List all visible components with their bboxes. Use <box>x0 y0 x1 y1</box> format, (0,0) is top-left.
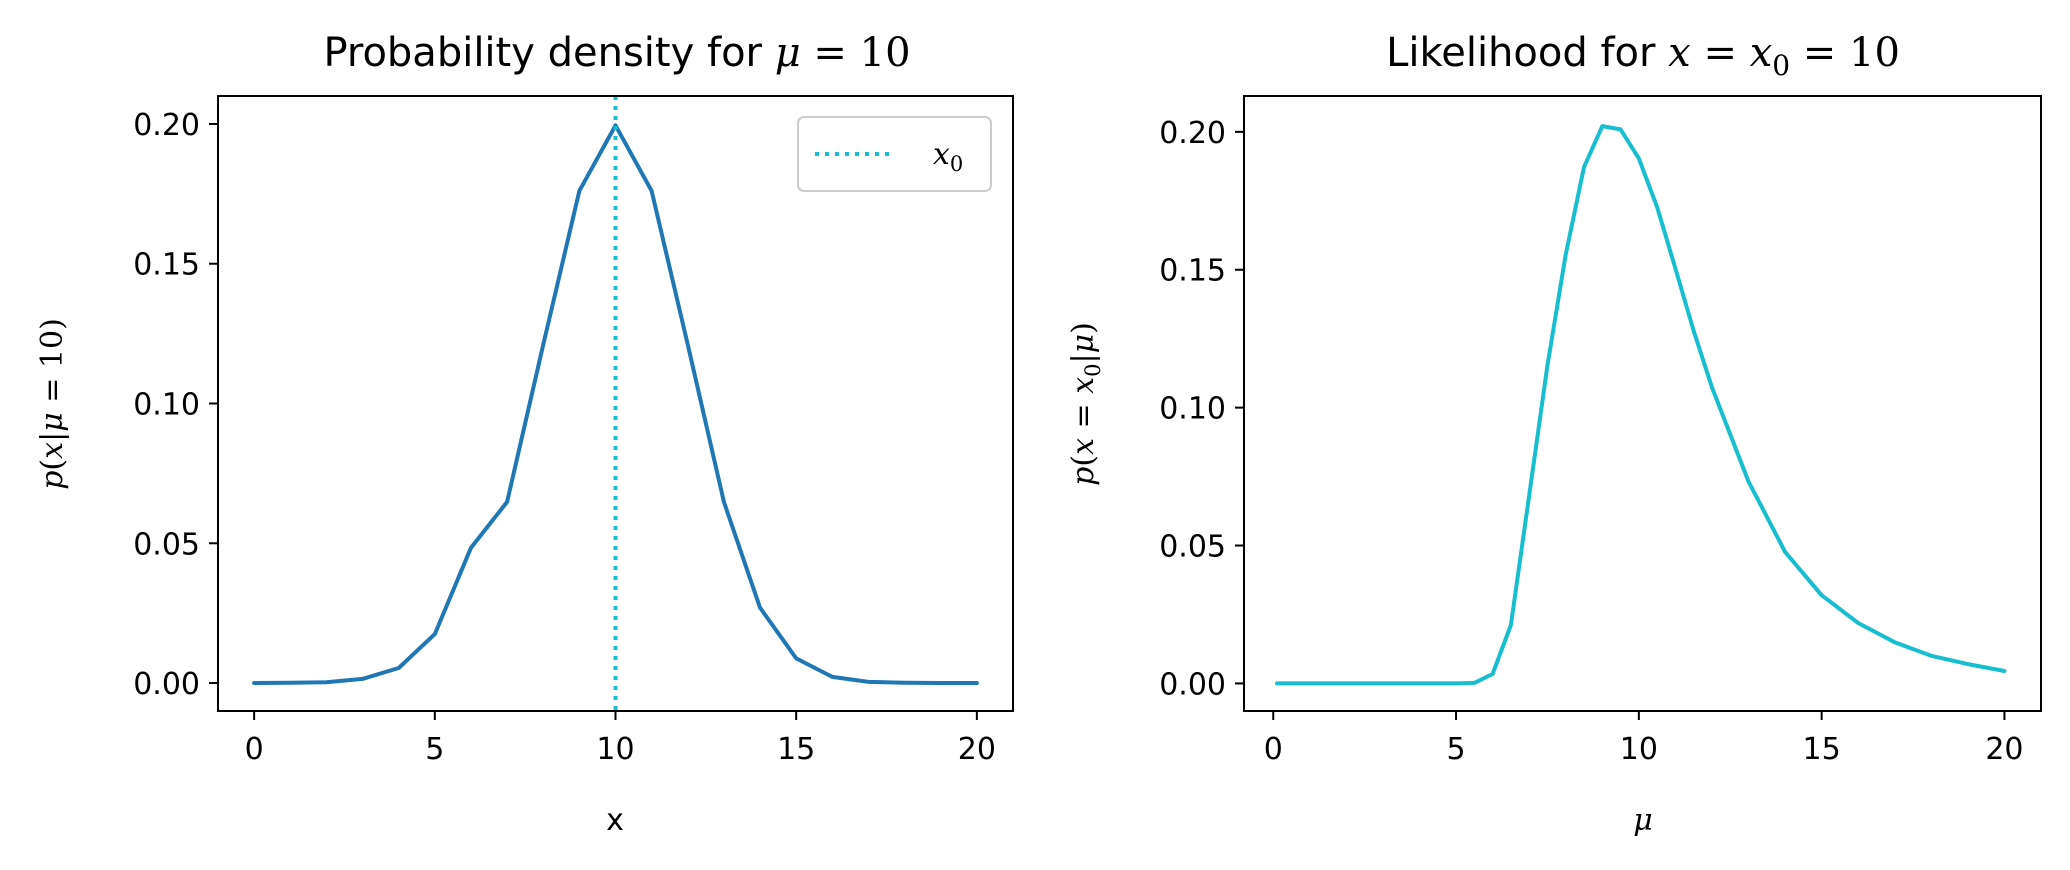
density-plot-legend: x0 <box>797 116 992 192</box>
likelihood-plot-frame <box>1243 95 2042 712</box>
likelihood-plot-title: Likelihood for x = x0 = 10 <box>1386 30 1900 82</box>
density-y-tick-label: 0.05 <box>133 527 200 562</box>
density-plot-marks <box>252 96 979 711</box>
likelihood-plot: Likelihood for x = x0 = 10 0 5 10 15 20 0.00… <box>1066 30 2042 838</box>
density-y-tick-label: 0.00 <box>133 667 200 702</box>
density-plot-x-axis-title: x <box>606 803 624 838</box>
likelihood-plot-y-axis-title: p(x = x0|μ) <box>1066 322 1105 486</box>
likelihood-plot-y-ticks: 0.00 0.05 0.10 0.15 0.20 <box>1159 116 1244 702</box>
likelihood-y-tick-label: 0.05 <box>1159 530 1226 565</box>
density-x-tick-label: 20 <box>958 732 996 767</box>
likelihood-x-tick-label: 0 <box>1264 732 1283 767</box>
density-plot: Probability density for μ = 10 0 5 10 15 20 … <box>35 30 1014 838</box>
density-plot-y-axis-title: p(x|μ = 10) <box>35 318 70 490</box>
density-x-tick-label: 10 <box>596 732 634 767</box>
density-x-tick-label: 15 <box>777 732 815 767</box>
likelihood-series-line <box>1274 124 2007 686</box>
likelihood-y-tick-label: 0.15 <box>1159 254 1226 289</box>
likelihood-x-tick-label: 15 <box>1803 732 1841 767</box>
density-y-tick-label: 0.10 <box>133 388 200 423</box>
density-y-tick-label: 0.15 <box>133 248 200 283</box>
density-plot-x-ticks: 0 5 10 15 20 <box>245 711 996 767</box>
density-y-tick-label: 0.20 <box>133 108 200 143</box>
likelihood-y-tick-label: 0.10 <box>1159 392 1226 427</box>
density-x-tick-label: 0 <box>245 732 264 767</box>
density-series-line <box>252 123 979 685</box>
likelihood-y-tick-label: 0.20 <box>1159 116 1226 151</box>
likelihood-x-tick-label: 10 <box>1620 732 1658 767</box>
likelihood-plot-x-ticks: 0 5 10 15 20 <box>1264 711 2024 767</box>
likelihood-y-tick-label: 0.00 <box>1159 667 1226 702</box>
legend-entry-x0: x0 <box>933 137 963 176</box>
likelihood-plot-x-axis-title: μ <box>1633 803 1653 838</box>
likelihood-x-tick-label: 20 <box>1985 732 2023 767</box>
density-plot-y-ticks: 0.00 0.05 0.10 0.15 0.20 <box>133 108 218 702</box>
density-plot-title: Probability density for μ = 10 <box>323 30 910 76</box>
likelihood-x-tick-label: 5 <box>1446 732 1465 767</box>
legend-box <box>797 116 992 192</box>
likelihood-plot-marks <box>1274 124 2007 686</box>
density-x-tick-label: 5 <box>425 732 444 767</box>
